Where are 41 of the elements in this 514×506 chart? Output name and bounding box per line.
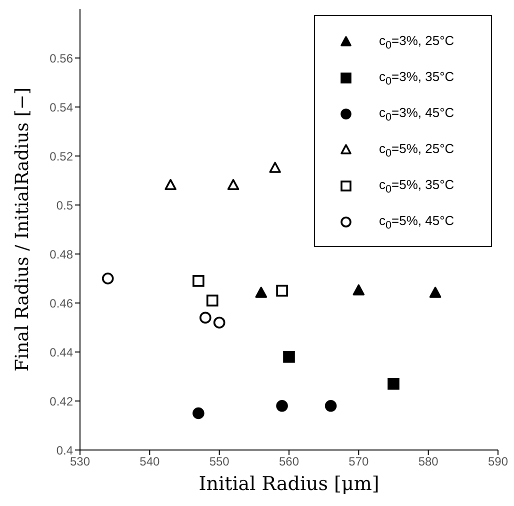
point (352, 284, 365, 296)
y-tick-label: 0.52 (50, 149, 74, 164)
y-tick-label: 0.44 (50, 345, 74, 360)
point (255, 286, 268, 298)
legend-label: c$_{0}$=5%, 45°C (379, 212, 454, 232)
point (276, 400, 288, 412)
point (213, 316, 226, 328)
x-tick-label: 560 (278, 454, 300, 469)
y-tick-label: 0.4 (56, 443, 74, 458)
x-tick-label: 550 (209, 454, 230, 469)
point (200, 312, 212, 324)
point (164, 179, 176, 190)
legend-label: c$_{0}$=3%, 35°C (379, 68, 454, 88)
x-tick-label: 530 (70, 454, 90, 469)
legend-label: c$_{0}$=5%, 25°C (379, 140, 454, 160)
point (269, 162, 281, 173)
point (388, 378, 400, 390)
point (102, 272, 114, 284)
y-tick-label: 0.48 (50, 247, 74, 262)
point (276, 284, 288, 297)
point (227, 179, 240, 190)
point (192, 407, 204, 420)
legend-label: c$_{0}$=3%, 25°C (379, 32, 454, 52)
point (192, 275, 204, 287)
y-tick-label: 0.54 (50, 100, 74, 114)
point (324, 400, 337, 412)
y-axis-title: Final Radius / InitialRadius [−] (12, 88, 33, 372)
point (283, 351, 295, 363)
y-tick-label: 0.5 (56, 198, 74, 212)
point (206, 294, 218, 306)
x-axis-title: Initial Radius [μm] (198, 473, 380, 495)
x-tick-label: 590 (488, 454, 508, 469)
y-tick-label: 0.46 (50, 296, 74, 310)
y-tick-label: 0.56 (50, 51, 74, 66)
legend-label: c$_{0}$=3%, 45°C (379, 104, 454, 124)
x-tick-label: 580 (418, 454, 439, 469)
legend-label: c$_{0}$=5%, 35°C (379, 176, 454, 196)
point (429, 286, 442, 298)
x-tick-label: 570 (348, 454, 369, 469)
x-tick-label: 540 (140, 454, 160, 469)
y-tick-label: 0.42 (50, 394, 74, 408)
